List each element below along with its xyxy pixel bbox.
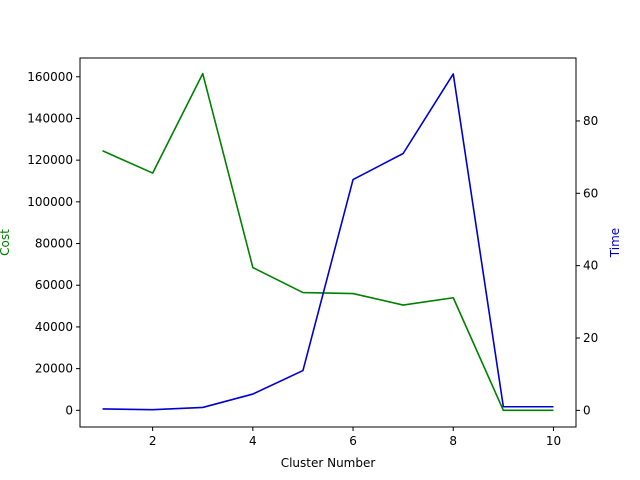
series-line-cost — [102, 72, 554, 412]
y-left-tick-label: 40000 — [35, 320, 73, 334]
y-axis-right-title: Time — [608, 228, 622, 258]
y-left-tick-label: 140000 — [27, 111, 73, 125]
x-tick-label: 4 — [249, 434, 257, 448]
x-tick-label: 10 — [546, 434, 561, 448]
y-right-tick-label: 40 — [583, 259, 598, 273]
y-axis-left-title: Cost — [0, 229, 12, 256]
y-axis-left: 0 20000 40000 60000 80000 100000 120000 140000 1… — [27, 70, 80, 417]
y-left-tick-label: 20000 — [35, 362, 73, 376]
y-right-tick-label: 20 — [583, 331, 598, 345]
series-line-time — [102, 73, 554, 411]
x-tick-label: 8 — [449, 434, 457, 448]
y-left-tick-label: 60000 — [35, 278, 73, 292]
y-right-tick-label: 80 — [583, 114, 598, 128]
y-left-tick-label: 0 — [65, 403, 73, 417]
x-axis: 2 4 6 8 10 — [149, 427, 561, 448]
series-layer — [102, 72, 554, 412]
y-left-tick-label: 160000 — [27, 70, 73, 84]
y-left-tick-label: 80000 — [35, 237, 73, 251]
y-axis-right: 0 20 40 60 80 — [576, 114, 598, 417]
x-tick-label: 6 — [349, 434, 357, 448]
x-axis-title: Cluster Number — [281, 456, 376, 470]
plot-area-frame — [79, 57, 577, 428]
x-tick-label: 2 — [149, 434, 157, 448]
y-right-tick-label: 0 — [583, 403, 591, 417]
y-left-tick-label: 120000 — [27, 153, 73, 167]
y-left-tick-label: 100000 — [27, 195, 73, 209]
y-right-tick-label: 60 — [583, 186, 598, 200]
